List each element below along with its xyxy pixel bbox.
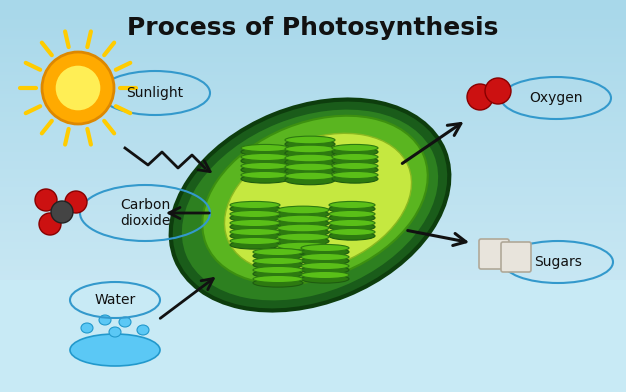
Ellipse shape bbox=[230, 238, 280, 245]
FancyBboxPatch shape bbox=[479, 239, 509, 269]
Text: Sunlight: Sunlight bbox=[126, 86, 183, 100]
Ellipse shape bbox=[285, 163, 335, 171]
Text: Process of Photosynthesis: Process of Photosynthesis bbox=[127, 16, 499, 40]
Circle shape bbox=[65, 191, 87, 213]
Ellipse shape bbox=[241, 175, 289, 183]
Ellipse shape bbox=[329, 201, 375, 209]
Circle shape bbox=[51, 201, 73, 223]
Ellipse shape bbox=[253, 249, 303, 256]
Ellipse shape bbox=[277, 210, 329, 219]
Ellipse shape bbox=[332, 171, 378, 179]
Ellipse shape bbox=[285, 136, 335, 144]
Ellipse shape bbox=[230, 229, 280, 236]
Ellipse shape bbox=[230, 214, 280, 222]
Ellipse shape bbox=[332, 153, 378, 161]
Ellipse shape bbox=[70, 334, 160, 366]
Circle shape bbox=[56, 66, 100, 110]
Ellipse shape bbox=[285, 167, 335, 176]
Ellipse shape bbox=[301, 275, 349, 283]
Ellipse shape bbox=[277, 246, 329, 255]
Ellipse shape bbox=[253, 270, 303, 278]
Ellipse shape bbox=[277, 219, 329, 228]
Circle shape bbox=[35, 189, 57, 211]
Ellipse shape bbox=[230, 241, 280, 249]
Ellipse shape bbox=[225, 133, 411, 273]
Ellipse shape bbox=[230, 232, 280, 240]
Ellipse shape bbox=[332, 162, 378, 170]
Text: Carbon
dioxide: Carbon dioxide bbox=[120, 198, 170, 228]
Ellipse shape bbox=[301, 248, 349, 256]
Ellipse shape bbox=[253, 276, 303, 283]
Ellipse shape bbox=[277, 237, 329, 246]
Ellipse shape bbox=[332, 157, 378, 165]
Ellipse shape bbox=[109, 327, 121, 337]
Ellipse shape bbox=[230, 201, 280, 209]
Ellipse shape bbox=[253, 252, 303, 260]
Ellipse shape bbox=[230, 220, 280, 227]
Ellipse shape bbox=[241, 148, 289, 156]
Ellipse shape bbox=[301, 262, 349, 270]
Ellipse shape bbox=[285, 140, 335, 149]
Ellipse shape bbox=[301, 271, 349, 279]
Ellipse shape bbox=[253, 261, 303, 269]
Ellipse shape bbox=[329, 232, 375, 240]
Ellipse shape bbox=[332, 175, 378, 183]
Ellipse shape bbox=[202, 116, 428, 284]
Ellipse shape bbox=[332, 166, 378, 174]
Ellipse shape bbox=[329, 205, 375, 213]
Ellipse shape bbox=[180, 108, 439, 302]
Ellipse shape bbox=[230, 211, 280, 218]
Ellipse shape bbox=[301, 257, 349, 265]
Ellipse shape bbox=[241, 153, 289, 161]
Ellipse shape bbox=[332, 148, 378, 156]
Ellipse shape bbox=[285, 145, 335, 153]
Ellipse shape bbox=[253, 267, 303, 274]
Ellipse shape bbox=[277, 233, 329, 241]
Ellipse shape bbox=[301, 266, 349, 274]
Ellipse shape bbox=[171, 100, 449, 310]
Ellipse shape bbox=[285, 158, 335, 167]
Text: Water: Water bbox=[95, 293, 136, 307]
Ellipse shape bbox=[329, 229, 375, 236]
Circle shape bbox=[39, 213, 61, 235]
Ellipse shape bbox=[285, 176, 335, 185]
FancyBboxPatch shape bbox=[501, 242, 531, 272]
Ellipse shape bbox=[253, 279, 303, 287]
Circle shape bbox=[42, 52, 114, 124]
Ellipse shape bbox=[241, 166, 289, 174]
Ellipse shape bbox=[241, 157, 289, 165]
Ellipse shape bbox=[277, 206, 329, 214]
Ellipse shape bbox=[230, 223, 280, 231]
Text: Sugars: Sugars bbox=[534, 255, 582, 269]
Ellipse shape bbox=[329, 220, 375, 227]
Ellipse shape bbox=[230, 205, 280, 213]
Ellipse shape bbox=[137, 325, 149, 335]
Ellipse shape bbox=[99, 315, 111, 325]
Ellipse shape bbox=[285, 149, 335, 158]
Ellipse shape bbox=[332, 144, 378, 152]
Ellipse shape bbox=[285, 154, 335, 162]
Ellipse shape bbox=[253, 258, 303, 265]
Ellipse shape bbox=[301, 253, 349, 261]
Ellipse shape bbox=[277, 224, 329, 232]
Ellipse shape bbox=[277, 215, 329, 223]
Ellipse shape bbox=[241, 171, 289, 179]
Ellipse shape bbox=[241, 144, 289, 152]
Text: Oxygen: Oxygen bbox=[529, 91, 583, 105]
Ellipse shape bbox=[285, 172, 335, 180]
Ellipse shape bbox=[329, 223, 375, 231]
Ellipse shape bbox=[241, 162, 289, 170]
Ellipse shape bbox=[329, 214, 375, 222]
Circle shape bbox=[467, 84, 493, 110]
Ellipse shape bbox=[329, 211, 375, 218]
Ellipse shape bbox=[277, 228, 329, 237]
Ellipse shape bbox=[119, 317, 131, 327]
Ellipse shape bbox=[277, 242, 329, 250]
Ellipse shape bbox=[301, 245, 349, 252]
Circle shape bbox=[485, 78, 511, 104]
Ellipse shape bbox=[81, 323, 93, 333]
